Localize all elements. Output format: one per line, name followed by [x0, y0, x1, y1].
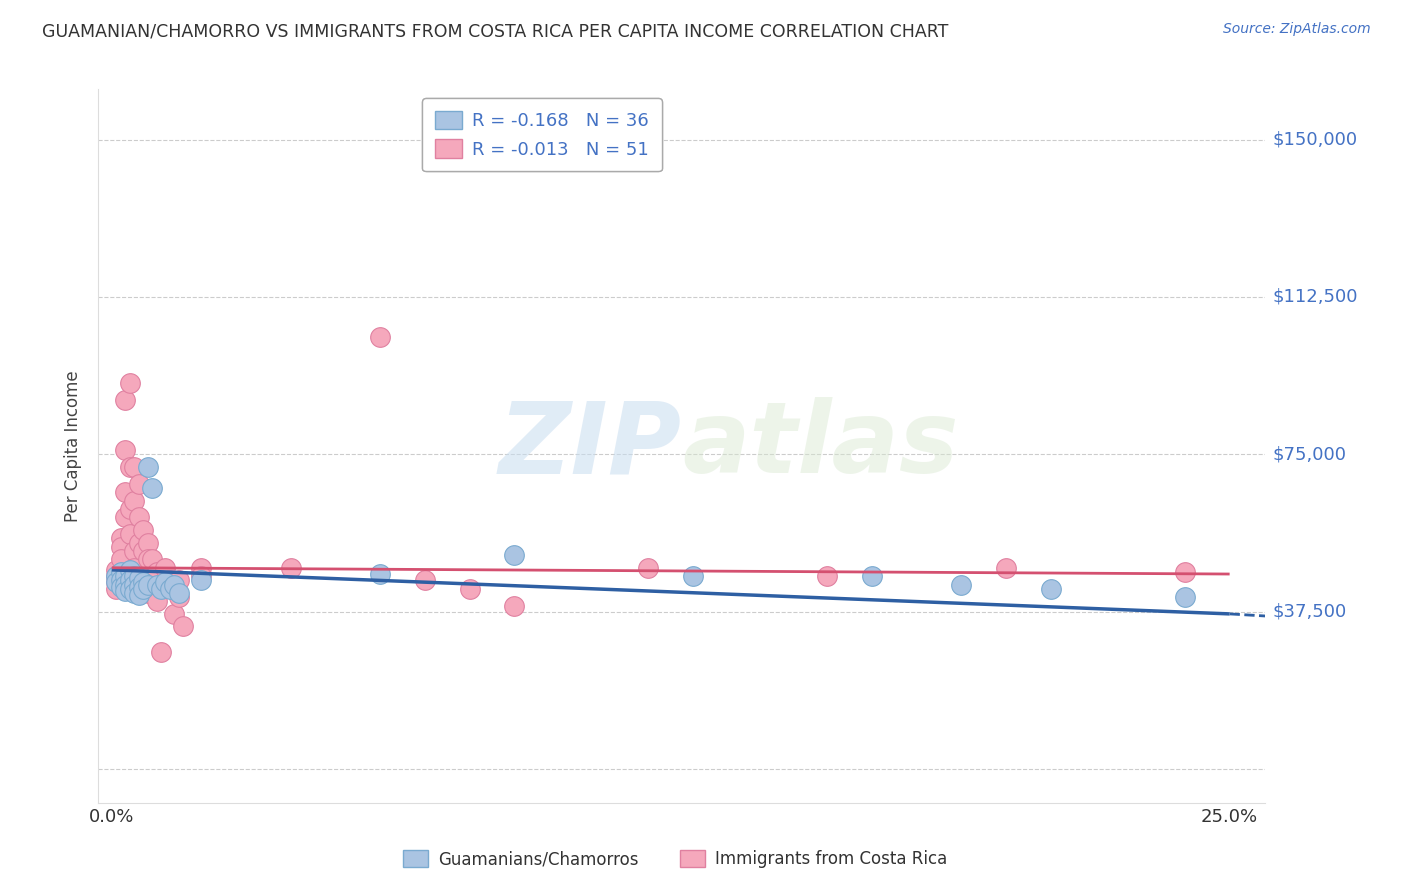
Text: Source: ZipAtlas.com: Source: ZipAtlas.com: [1223, 22, 1371, 37]
Text: $150,000: $150,000: [1272, 130, 1358, 149]
Point: [132, 582, 155, 596]
Point: [110, 532, 132, 546]
Point: [159, 582, 181, 596]
Text: GUAMANIAN/CHAMORRO VS IMMIGRANTS FROM COSTA RICA PER CAPITA INCOME CORRELATION C: GUAMANIAN/CHAMORRO VS IMMIGRANTS FROM CO…: [42, 22, 949, 40]
Point: [114, 443, 136, 458]
Point: [122, 493, 145, 508]
Point: [136, 552, 159, 566]
Point: [118, 563, 141, 577]
Point: [150, 582, 173, 596]
Point: [163, 577, 186, 591]
Point: [136, 577, 159, 591]
Point: [122, 569, 145, 583]
Point: [136, 535, 159, 549]
Point: [995, 560, 1018, 574]
Text: $112,500: $112,500: [1272, 288, 1358, 306]
Text: ZIP: ZIP: [499, 398, 682, 494]
Point: [118, 574, 141, 588]
Point: [118, 460, 141, 475]
Text: $75,000: $75,000: [1272, 445, 1347, 464]
Point: [167, 590, 190, 604]
Point: [190, 574, 212, 588]
Point: [105, 569, 128, 583]
Point: [145, 565, 167, 579]
Point: [167, 586, 190, 600]
Point: [128, 535, 150, 549]
Point: [114, 569, 136, 583]
Point: [122, 577, 145, 591]
Point: [122, 560, 145, 574]
Point: [155, 560, 177, 574]
Point: [860, 569, 883, 583]
Point: [114, 510, 136, 524]
Text: $37,500: $37,500: [1272, 603, 1347, 621]
Point: [105, 569, 128, 583]
Point: [105, 575, 128, 590]
Point: [110, 580, 132, 594]
Point: [368, 567, 391, 582]
Point: [950, 577, 973, 591]
Point: [1174, 565, 1197, 579]
Point: [132, 544, 155, 558]
Point: [118, 527, 141, 541]
Point: [150, 645, 173, 659]
Point: [132, 575, 155, 590]
Point: [105, 582, 128, 596]
Legend: Guamanians/Chamorros, Immigrants from Costa Rica: Guamanians/Chamorros, Immigrants from Co…: [396, 843, 953, 875]
Point: [110, 540, 132, 554]
Point: [122, 586, 145, 600]
Y-axis label: Per Capita Income: Per Capita Income: [65, 370, 83, 522]
Point: [159, 574, 181, 588]
Point: [1039, 582, 1062, 596]
Point: [122, 460, 145, 475]
Point: [110, 574, 132, 588]
Point: [1174, 590, 1197, 604]
Point: [145, 594, 167, 608]
Point: [114, 485, 136, 500]
Point: [128, 510, 150, 524]
Point: [815, 569, 838, 583]
Point: [503, 599, 526, 613]
Point: [122, 544, 145, 558]
Point: [132, 569, 155, 583]
Point: [503, 548, 526, 562]
Point: [128, 588, 150, 602]
Point: [105, 575, 128, 590]
Point: [145, 577, 167, 591]
Point: [141, 481, 163, 495]
Point: [413, 574, 436, 588]
Point: [458, 582, 481, 596]
Point: [118, 502, 141, 516]
Legend: R = -0.168   N = 36, R = -0.013   N = 51: R = -0.168 N = 36, R = -0.013 N = 51: [422, 98, 662, 171]
Text: atlas: atlas: [682, 398, 959, 494]
Point: [190, 560, 212, 574]
Point: [136, 586, 159, 600]
Point: [114, 583, 136, 598]
Point: [172, 619, 194, 633]
Point: [141, 577, 163, 591]
Point: [155, 575, 177, 590]
Point: [190, 569, 212, 583]
Point: [167, 574, 190, 588]
Point: [110, 569, 132, 583]
Point: [132, 523, 155, 537]
Point: [637, 560, 659, 574]
Point: [128, 580, 150, 594]
Point: [163, 607, 186, 621]
Point: [280, 560, 302, 574]
Point: [110, 565, 132, 579]
Point: [128, 571, 150, 585]
Point: [128, 476, 150, 491]
Point: [118, 376, 141, 390]
Point: [141, 552, 163, 566]
Point: [114, 392, 136, 407]
Point: [136, 460, 159, 475]
Point: [368, 330, 391, 344]
Point: [110, 552, 132, 566]
Point: [105, 563, 128, 577]
Point: [114, 577, 136, 591]
Point: [118, 582, 141, 596]
Point: [682, 569, 704, 583]
